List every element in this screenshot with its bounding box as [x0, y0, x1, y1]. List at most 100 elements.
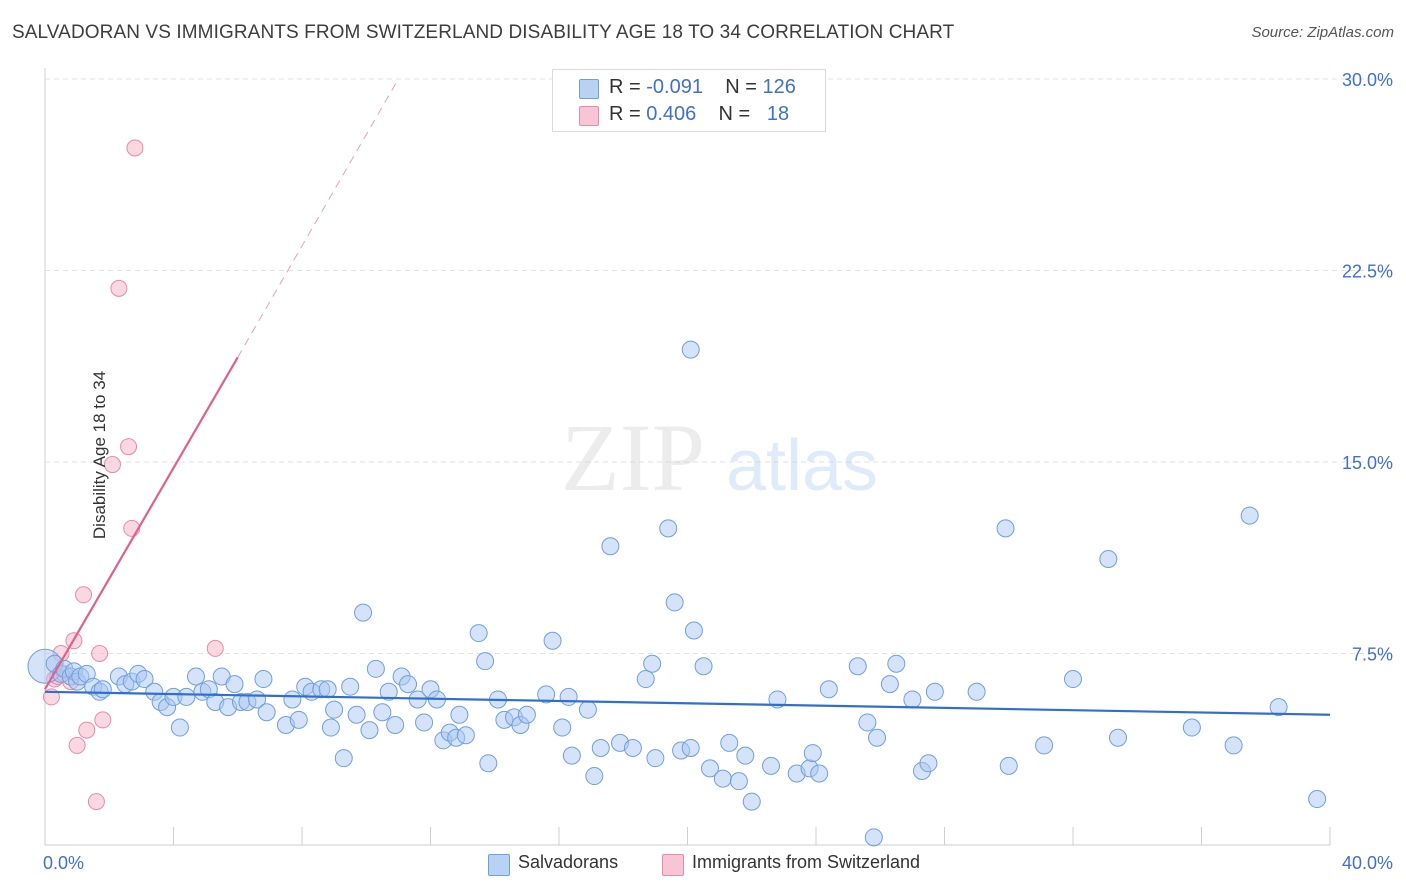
data-point-salvadorans — [578, 700, 597, 719]
data-point-immigrants — [94, 711, 112, 729]
data-point-salvadorans — [684, 621, 703, 640]
data-point-salvadorans — [347, 705, 366, 724]
data-point-salvadorans — [254, 670, 273, 689]
data-point-salvadorans — [1108, 728, 1127, 747]
data-point-salvadorans — [903, 690, 922, 709]
data-point-salvadorans — [736, 746, 755, 765]
r-value: 0.406 — [646, 103, 697, 125]
y-tick-label: 22.5% — [1342, 262, 1393, 282]
data-point-salvadorans — [177, 687, 196, 706]
data-point-immigrants — [78, 721, 96, 739]
data-point-salvadorans — [325, 700, 344, 719]
data-point-immigrants — [126, 139, 144, 157]
data-point-salvadorans — [591, 738, 610, 757]
data-point-salvadorans — [665, 593, 684, 612]
legend-swatch-immigrants — [662, 854, 684, 876]
data-point-salvadorans — [659, 519, 678, 538]
data-point-salvadorans — [585, 767, 604, 786]
data-point-salvadorans — [415, 713, 434, 732]
y-axis-label: Disability Age 18 to 34 — [90, 370, 110, 540]
data-point-salvadorans — [880, 675, 899, 694]
data-point-salvadorans — [225, 675, 244, 694]
data-point-salvadorans — [858, 713, 877, 732]
trend-line-immigrants — [44, 356, 239, 690]
data-point-immigrants — [103, 456, 121, 474]
data-point-salvadorans — [289, 710, 308, 729]
data-point-immigrants — [75, 586, 93, 604]
trend-line-immigrants-extension — [237, 78, 399, 358]
legend-label-immigrants: Immigrants from Switzerland — [692, 852, 921, 872]
data-point-salvadorans — [543, 631, 562, 650]
data-point-salvadorans — [186, 667, 205, 686]
data-point-salvadorans — [646, 749, 665, 768]
watermark: ZIP atlas — [561, 404, 878, 511]
data-point-salvadorans — [848, 657, 867, 676]
data-point-immigrants — [120, 438, 138, 456]
grid-lines — [45, 78, 1392, 654]
data-point-salvadorans — [1182, 718, 1201, 737]
data-point-salvadorans — [456, 726, 475, 745]
data-point-salvadorans — [379, 682, 398, 701]
data-point-salvadorans — [341, 677, 360, 696]
data-point-salvadorans — [283, 690, 302, 709]
data-point-salvadorans — [1269, 698, 1288, 717]
data-point-salvadorans — [93, 680, 112, 699]
data-point-salvadorans — [803, 744, 822, 763]
data-point-salvadorans — [476, 652, 495, 671]
data-point-salvadorans — [720, 733, 739, 752]
watermark-zip: ZIP — [561, 404, 705, 511]
data-point-salvadorans — [354, 603, 373, 622]
data-point-salvadorans — [373, 703, 392, 722]
series-immigrants-points — [42, 139, 224, 811]
r-label: R = — [609, 76, 641, 98]
tick-labels: 7.5% 15.0% 22.5% 30.0% 0.0% 40.0% — [43, 70, 1393, 873]
data-point-salvadorans — [1064, 670, 1082, 689]
legend-swatch-salvadorans — [488, 854, 510, 876]
data-point-salvadorans — [399, 675, 418, 694]
chart-title: SALVADORAN VS IMMIGRANTS FROM SWITZERLAN… — [12, 22, 955, 43]
data-point-salvadorans — [135, 670, 154, 689]
data-point-immigrants — [110, 279, 128, 297]
r-label: R = — [609, 103, 641, 125]
data-point-salvadorans — [360, 721, 379, 740]
data-point-salvadorans — [700, 759, 719, 778]
data-point-salvadorans — [257, 703, 276, 722]
data-point-salvadorans — [517, 705, 536, 724]
data-point-salvadorans — [925, 682, 944, 701]
data-point-salvadorans — [450, 705, 469, 724]
data-point-immigrants — [206, 639, 224, 657]
legend-swatch-pink — [579, 106, 599, 126]
data-point-salvadorans — [868, 728, 887, 747]
data-point-salvadorans — [601, 537, 620, 556]
trend-line-salvadorans — [44, 690, 1331, 716]
data-point-salvadorans — [768, 690, 787, 709]
data-point-salvadorans — [681, 738, 700, 757]
data-point-salvadorans — [170, 718, 189, 737]
n-label: N = — [725, 76, 757, 98]
data-point-salvadorans — [762, 756, 781, 775]
data-point-salvadorans — [967, 682, 986, 701]
data-point-salvadorans — [713, 769, 732, 788]
r-value: -0.091 — [646, 76, 703, 98]
legend-swatch-blue — [579, 79, 599, 99]
series-salvadorans-points — [27, 340, 1327, 847]
data-point-salvadorans — [643, 654, 662, 673]
source-label: Source: ZipAtlas.com — [1251, 24, 1394, 41]
x-tick-label: 40.0% — [1342, 853, 1393, 873]
y-tick-label: 30.0% — [1342, 70, 1393, 90]
data-point-salvadorans — [321, 718, 340, 737]
data-point-salvadorans — [318, 680, 337, 699]
x-tick-label: 0.0% — [43, 853, 84, 873]
data-point-immigrants — [68, 736, 86, 754]
trend-lines — [44, 78, 1331, 716]
watermark-atlas: atlas — [726, 426, 878, 506]
y-tick-label: 7.5% — [1352, 645, 1393, 665]
y-tick-label: 15.0% — [1342, 453, 1393, 473]
data-point-salvadorans — [864, 828, 883, 847]
data-point-salvadorans — [1099, 550, 1118, 569]
data-point-salvadorans — [742, 792, 761, 811]
data-point-salvadorans — [623, 738, 642, 757]
data-point-salvadorans — [996, 519, 1015, 538]
data-point-salvadorans — [819, 680, 838, 699]
